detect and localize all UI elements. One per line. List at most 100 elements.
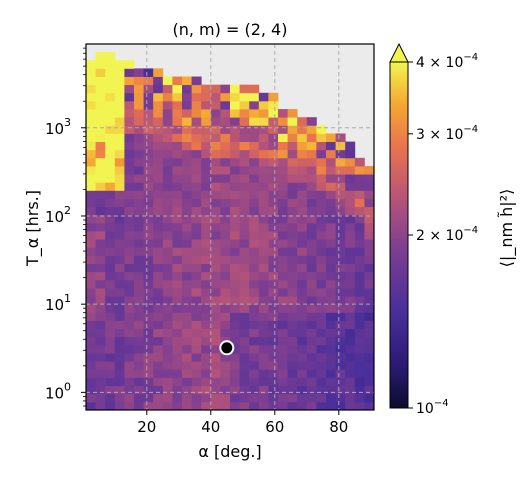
heatmap-cell: [162, 141, 173, 151]
y-axis-minor-ticks: [83, 47, 86, 407]
heatmap-cell: [278, 157, 288, 167]
heatmap-cell: [182, 84, 192, 94]
heatmap-cell: [201, 279, 212, 289]
heatmap-cell: [172, 157, 183, 167]
heatmap-cell: [268, 328, 279, 338]
heatmap-cell: [143, 279, 154, 289]
heatmap-cell: [153, 109, 164, 118]
heatmap-cell: [306, 263, 317, 273]
heatmap-cell: [230, 149, 240, 159]
heatmap-cell: [191, 271, 202, 281]
heatmap-cell: [287, 255, 298, 264]
heatmap-cell: [345, 312, 356, 321]
heatmap-cell: [364, 344, 374, 354]
heatmap-cell: [220, 377, 231, 386]
heatmap-cell: [162, 133, 173, 142]
heatmap-cell: [278, 141, 288, 151]
heatmap-cell: [335, 385, 346, 395]
heatmap-cell: [95, 157, 106, 167]
heatmap-cell: [162, 401, 173, 410]
heatmap-cell: [143, 239, 154, 248]
heatmap-cell: [268, 336, 279, 346]
heatmap-cell: [326, 401, 336, 410]
heatmap-cell: [95, 263, 106, 273]
heatmap-cell: [297, 247, 308, 256]
heatmap-cell: [287, 312, 298, 321]
heatmap-cell: [172, 401, 183, 410]
heatmap-cell: [306, 377, 317, 386]
heatmap-cell: [364, 214, 374, 224]
heatmap-cell: [297, 117, 308, 126]
heatmap-cell: [172, 369, 183, 378]
heatmap-cell: [201, 84, 212, 94]
heatmap-cell: [268, 401, 279, 410]
heatmap-cell: [86, 149, 96, 159]
heatmap-cell: [105, 385, 116, 395]
x-tick-label: 40: [201, 418, 220, 436]
heatmap-cell: [297, 263, 308, 273]
heatmap-cell: [230, 304, 240, 313]
heatmap-cell: [201, 206, 212, 216]
heatmap-cell: [134, 231, 144, 240]
heatmap-cell: [345, 288, 356, 297]
heatmap-cell: [239, 336, 250, 346]
heatmap-cell: [335, 198, 346, 208]
heatmap-cell: [316, 393, 327, 403]
heatmap-cell: [124, 157, 135, 167]
heatmap-cell: [201, 109, 212, 118]
heatmap-cell: [95, 231, 106, 240]
heatmap-cell: [162, 174, 173, 183]
heatmap-cell: [345, 320, 356, 330]
heatmap-cell: [297, 304, 308, 313]
heatmap-cell: [201, 361, 212, 370]
heatmap-cell: [95, 320, 106, 330]
heatmap-cell: [134, 263, 144, 273]
heatmap-cell: [239, 141, 250, 151]
heatmap-cell: [86, 288, 96, 297]
heatmap-cell: [114, 263, 125, 273]
heatmap-cell: [297, 157, 308, 167]
heatmap-cell: [143, 344, 154, 354]
heatmap-cell: [297, 206, 308, 216]
heatmap-cell: [143, 166, 154, 175]
heatmap-cell: [86, 255, 96, 264]
heatmap-cell: [258, 149, 269, 159]
heatmap-cell: [278, 312, 288, 321]
heatmap-cell: [95, 312, 106, 321]
heatmap-cell: [306, 198, 317, 208]
heatmap-cell: [105, 231, 116, 240]
heatmap-cell: [191, 141, 202, 151]
heatmap-cell: [230, 393, 240, 403]
heatmap-cell: [143, 296, 154, 305]
heatmap-cell: [162, 377, 173, 386]
heatmap-cell: [95, 239, 106, 248]
heatmap-cell: [268, 288, 279, 297]
heatmap-cell: [326, 288, 336, 297]
heatmap-cell: [354, 190, 365, 199]
heatmap-cell: [306, 296, 317, 305]
heatmap-cell: [220, 255, 231, 264]
heatmap-cell: [249, 279, 260, 289]
heatmap-cell: [114, 320, 125, 330]
heatmap-cell: [182, 247, 192, 256]
heatmap-cell: [278, 361, 288, 370]
heatmap-cell: [201, 312, 212, 321]
plot-area: [85, 43, 375, 411]
heatmap-cell: [86, 401, 96, 410]
heatmap-cell: [210, 222, 221, 232]
heatmap-cell: [182, 239, 192, 248]
heatmap-cell: [182, 304, 192, 313]
heatmap-cell: [278, 231, 288, 240]
heatmap-cell: [230, 84, 240, 94]
heatmap-cell: [210, 369, 221, 378]
heatmap-cell: [306, 320, 317, 330]
heatmap-cell: [297, 385, 308, 395]
heatmap-cell: [191, 320, 202, 330]
heatmap-cell: [86, 304, 96, 313]
heatmap-cell: [153, 125, 164, 134]
heatmap-cell: [278, 263, 288, 273]
heatmap-cell: [249, 328, 260, 338]
heatmap-cell: [335, 133, 346, 142]
heatmap-cell: [124, 68, 135, 77]
